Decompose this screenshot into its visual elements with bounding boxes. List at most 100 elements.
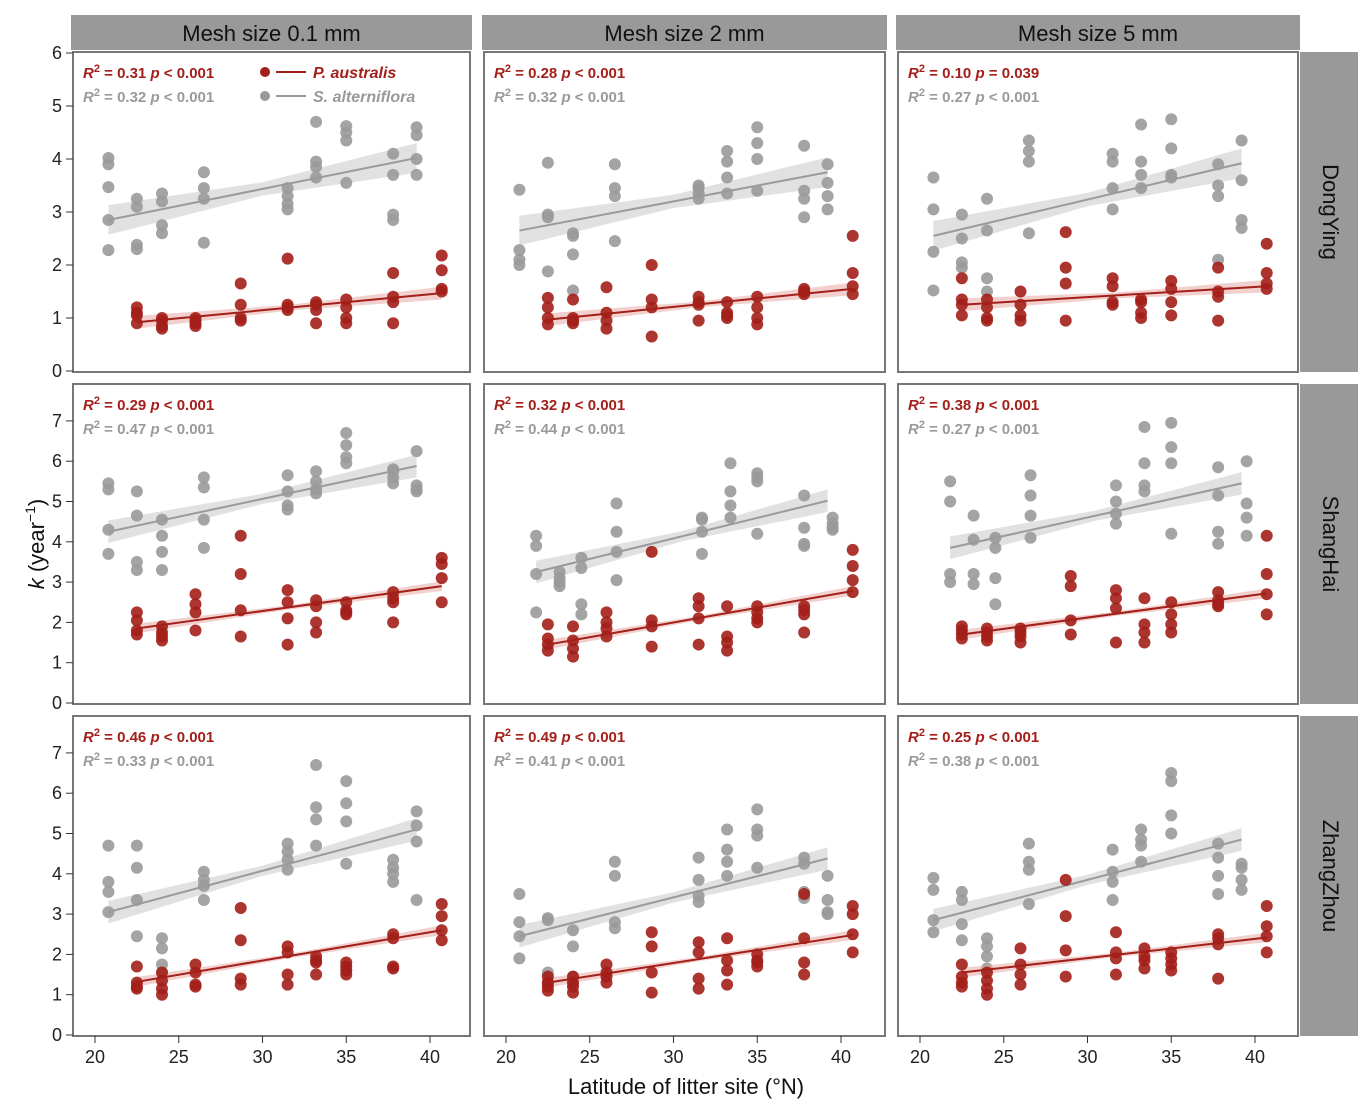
s-alterniflora-point [967,578,980,591]
panel-dongying-col1: R2 = 0.31 p < 0.001 R2 = 0.32 p < 0.001 P.… [72,51,471,373]
s-alterniflora-point [130,509,143,522]
s-alterniflora-point [1212,179,1225,192]
s-alterniflora-point [102,181,115,194]
s-alterniflora-fit-line [933,838,1242,922]
p-australis-point [721,644,734,657]
s-alterniflora-point [955,934,968,947]
s-alterniflora-point [1165,775,1178,788]
p-australis-point [435,285,448,298]
p-australis-point [1059,314,1072,327]
p-australis-point [234,568,247,581]
s-alterniflora-point [721,155,734,168]
p-australis-point [1059,226,1072,239]
p-australis-point [156,634,168,647]
s-alterniflora-point [798,539,811,552]
p-australis-point [1014,968,1027,981]
x-tick-label: 40 [420,1047,440,1067]
y-axis-title-close: ) [24,499,49,506]
p-australis-point [130,982,143,995]
y-tick-label: 5 [52,492,62,512]
p-australis-point [435,249,448,262]
p-australis-point [692,972,705,985]
x-tick-label: 20 [496,1047,516,1067]
s-alterniflora-fit-line [535,499,828,573]
row-strip-bg [1300,716,1358,1036]
y-axis-title-unit: (year [24,522,49,578]
legend-label: P. australis [313,65,396,82]
p-australis-point [234,934,247,947]
p-australis-fit-line [961,936,1267,974]
y-tick-label: 7 [52,411,62,431]
p-australis-point [846,559,859,572]
s-alterniflora-point [927,926,940,939]
s-alterniflora-point [410,445,423,458]
s-alterniflora-point [410,893,423,906]
p-australis-point [435,596,448,609]
s-alterniflora-point [567,940,579,953]
p-australis-point [281,596,294,609]
p-australis-point [1109,968,1122,981]
p-australis-point [1059,261,1072,274]
row-strip-label: ZhangZhou [1318,820,1343,933]
s-alterniflora-point [1109,495,1122,508]
s-alterniflora-stats: R2 = 0.33 p < 0.001 [83,751,214,770]
s-alterniflora-point [340,426,353,439]
s-alterniflora-point [751,137,764,150]
s-alterniflora-point [1235,134,1248,147]
p-australis-point [955,309,968,322]
s-alterniflora-point [1106,893,1119,906]
s-alterniflora-fit-line [108,465,417,533]
p-australis-fit-line [961,592,1267,636]
s-alterniflora-point [610,525,623,538]
p-australis-point [981,314,993,327]
s-alterniflora-point [821,893,834,906]
y-tick-label: 5 [52,96,62,116]
s-alterniflora-point [567,229,579,242]
s-alterniflora-point [1235,861,1248,874]
p-australis-stats: R2 = 0.46 p < 0.001 [83,727,214,746]
s-alterniflora-point [821,203,834,216]
s-alterniflora-point [1165,457,1178,470]
s-alterniflora-point [1165,809,1178,822]
s-alterniflora-point [751,527,764,540]
p-australis-point [435,898,448,911]
s-alterniflora-point [955,893,968,906]
s-alterniflora-point [1165,827,1178,840]
s-alterniflora-point [102,885,115,898]
s-alterniflora-point [724,457,737,470]
s-alterniflora-point [989,572,1002,585]
s-alterniflora-point [1212,461,1225,474]
y-tick-label: 3 [52,904,62,924]
p-australis-point [1165,608,1178,621]
s-alterniflora-point [1138,485,1151,498]
s-alterniflora-point [1212,869,1225,882]
s-alterniflora-point [695,513,708,526]
s-alterniflora-point [967,568,980,581]
s-alterniflora-point [102,839,115,852]
s-alterniflora-point [1135,839,1148,852]
s-alterniflora-point [575,561,588,574]
s-alterniflora-point [1024,489,1037,502]
x-tick-label: 30 [1077,1047,1097,1067]
s-alterniflora-point [513,952,526,965]
p-australis-point [387,317,400,330]
s-alterniflora-point [721,145,734,158]
s-alterniflora-point [608,235,621,248]
s-alterniflora-point [751,475,764,488]
p-australis-point [1212,972,1225,985]
s-alterniflora-point [1165,527,1178,540]
p-australis-point [567,650,579,663]
s-alterniflora-point [340,457,353,470]
p-australis-point [281,584,294,597]
p-australis-point [1106,298,1119,311]
s-alterniflora-point [1240,511,1253,524]
p-australis-point [340,317,353,330]
s-alterniflora-point [1165,416,1178,429]
s-alterniflora-point [1022,837,1035,850]
s-alterniflora-point [1135,823,1148,836]
s-alterniflora-point [340,775,353,788]
p-australis-stats: R2 = 0.49 p < 0.001 [494,727,625,746]
s-alterniflora-point [281,469,294,482]
s-alterniflora-fit-line [933,162,1242,237]
s-alterniflora-point [798,139,811,152]
